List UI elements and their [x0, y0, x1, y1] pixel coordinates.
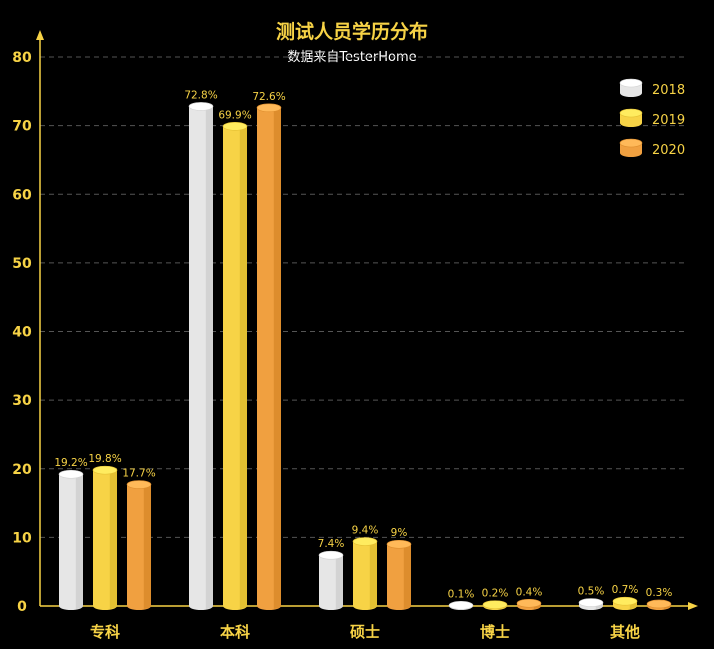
bar-shading: [143, 484, 151, 609]
chart-title: 测试人员学历分布: [276, 20, 428, 43]
y-tick-label: 0: [17, 599, 27, 615]
data-label: 0.5%: [578, 586, 605, 598]
bar-shading: [403, 544, 411, 609]
bar-cap: [386, 539, 412, 549]
x-tick-label: 博士: [480, 623, 510, 641]
x-tick-label: 硕士: [350, 623, 380, 641]
data-label: 0.4%: [516, 586, 543, 598]
bar: [58, 469, 84, 610]
legend-swatch-cap: [619, 108, 643, 118]
bar: [92, 465, 118, 610]
y-tick-label: 80: [12, 50, 32, 66]
data-label: 9%: [391, 527, 408, 539]
bar-shading: [335, 555, 343, 609]
bar: [612, 596, 638, 610]
bar-shading: [109, 470, 117, 609]
bar: [482, 600, 508, 610]
bar-cap: [516, 598, 542, 608]
data-label: 7.4%: [318, 538, 345, 550]
bar: [578, 598, 604, 610]
bar: [386, 539, 412, 610]
bar: [516, 598, 542, 610]
bar: [352, 537, 378, 610]
y-tick-label: 50: [12, 256, 32, 272]
data-label: 72.6%: [252, 91, 285, 103]
bar-cap: [318, 550, 344, 560]
legend-swatch-cap: [619, 78, 643, 88]
bar-cap: [222, 122, 248, 131]
data-label: 19.2%: [54, 457, 87, 469]
bar-cap: [92, 465, 118, 475]
bar-shading: [205, 106, 213, 609]
legend-label: 2019: [652, 113, 685, 128]
bar: [646, 599, 672, 610]
bar-cap: [646, 599, 672, 609]
bar: [126, 480, 152, 610]
bar-cap: [256, 103, 282, 113]
bar-shading: [239, 126, 247, 609]
legend-item: 2020: [619, 138, 685, 158]
data-label: 17.7%: [122, 468, 155, 480]
bar-cap: [58, 469, 84, 479]
y-tick-label: 10: [12, 530, 32, 546]
bar-cap: [126, 480, 152, 489]
bar: [256, 103, 282, 610]
bar-shading: [369, 541, 377, 609]
chart-subtitle: 数据来自TesterHome: [287, 50, 416, 65]
bar-cap: [448, 601, 474, 610]
legend-swatch-cap: [619, 138, 643, 148]
bar: [318, 550, 344, 610]
data-label: 9.4%: [352, 524, 379, 536]
data-label: 72.8%: [184, 89, 217, 101]
y-tick-label: 20: [12, 462, 32, 478]
y-tick-label: 40: [12, 325, 32, 341]
bar: [188, 102, 214, 610]
data-label: 0.2%: [482, 588, 509, 600]
legend-label: 2018: [652, 83, 685, 98]
data-label: 0.3%: [646, 587, 673, 599]
x-tick-label: 本科: [220, 623, 250, 641]
bar-cap: [578, 598, 604, 607]
data-label: 69.9%: [218, 109, 251, 121]
data-label: 19.8%: [88, 453, 121, 465]
data-label: 0.1%: [448, 588, 475, 600]
x-tick-label: 其他: [610, 623, 640, 641]
x-axis-arrow: [688, 602, 698, 610]
legend-item: 2019: [619, 108, 685, 128]
data-label: 0.7%: [612, 584, 639, 596]
legend-label: 2020: [652, 143, 685, 158]
bar-cap: [612, 596, 638, 606]
bar-cap: [352, 537, 378, 546]
y-tick-label: 30: [12, 393, 32, 409]
x-tick-label: 专科: [90, 623, 120, 641]
legend: 2018 2019 2020: [619, 78, 685, 158]
bar-shading: [273, 107, 281, 609]
y-axis-arrow: [36, 30, 44, 40]
bar-shading: [75, 474, 83, 609]
bar: [222, 122, 248, 610]
y-tick-label: 70: [12, 119, 32, 135]
legend-item: 2018: [619, 78, 685, 98]
data-labels: 19.2% 19.8%17.7% 72.8%69.9%72.6% 7.4% 9.4% 9%…: [54, 89, 672, 600]
y-tick-label: 60: [12, 187, 32, 203]
gridlines: [40, 56, 685, 538]
bars: [58, 102, 672, 610]
bar-cap: [188, 102, 214, 111]
bar-cap: [482, 600, 508, 609]
bar: [448, 601, 474, 610]
